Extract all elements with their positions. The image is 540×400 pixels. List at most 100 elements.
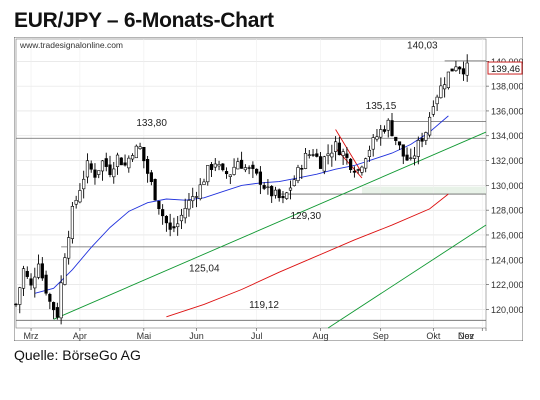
price-bar-body (405, 154, 409, 161)
price-bar-body (157, 200, 161, 210)
price-bar-body (206, 165, 210, 183)
price-bar-body (161, 209, 165, 217)
x-axis-tick-label: Mrz (24, 331, 39, 341)
price-bar-body (386, 119, 390, 131)
price-bar-body (14, 303, 18, 306)
price-bar-body (461, 68, 466, 75)
price-chart: 140,03 135,15 133,80 129,30 125,04 119,12 120… (14, 37, 523, 341)
price-bar-body (258, 171, 263, 185)
price-bar-body (168, 222, 172, 230)
price-bar-body (217, 164, 221, 167)
chart-title: EUR/JPY – 6-Monats-Chart (14, 9, 274, 32)
y-axis-tick-label: 128,000 (491, 206, 523, 216)
price-bar-body (251, 164, 255, 169)
trend-line (327, 224, 487, 329)
price-bar-body (134, 145, 138, 159)
price-bar-body (412, 155, 417, 159)
price-bar-body (213, 163, 217, 168)
price-bar-body (364, 158, 368, 169)
price-bar-body (97, 170, 101, 175)
price-bar-body (232, 166, 236, 175)
price-bar-body (303, 153, 308, 169)
price-bar-body (326, 153, 330, 156)
price-bar-body (51, 302, 56, 311)
price-bar-body (382, 129, 387, 132)
price-bar-body (224, 171, 229, 175)
price-bar-body (435, 96, 439, 105)
x-axis-tick-label: Nov (458, 331, 475, 341)
price-bar-body (25, 271, 29, 277)
price-bar-body (228, 174, 232, 177)
price-bar-body (281, 195, 285, 199)
price-bar-body (142, 146, 146, 162)
y-axis-tick-label: 122,000 (491, 280, 523, 290)
price-bar-body (307, 154, 311, 156)
y-axis: 120,000 122,000 124,000 126,000 128,000 130,0… (486, 57, 523, 315)
price-bar-body (164, 215, 169, 224)
price-bar-body (427, 116, 432, 136)
price-bar-body (191, 196, 195, 202)
price-bar-body (296, 167, 300, 181)
price-bar-body (78, 190, 82, 203)
horizontal-levels (16, 60, 486, 321)
x-axis-tick-label: Aug (313, 331, 329, 341)
price-bar-body (360, 166, 364, 173)
moving-averages (34, 115, 449, 318)
price-bar-body (379, 129, 383, 138)
price-bar-body (209, 164, 214, 170)
price-bar-body (333, 141, 338, 152)
price-bar-body (352, 170, 357, 173)
price-bar-body (349, 158, 353, 171)
x-axis-tick-label: Sep (373, 331, 389, 341)
y-axis-tick-label: 124,000 (491, 255, 523, 265)
price-bar-body (292, 179, 296, 187)
price-bar-body (270, 186, 274, 197)
price-bar-body (247, 167, 251, 169)
price-bar-body (40, 263, 44, 279)
x-axis-tick-label: Jun (189, 331, 204, 341)
y-axis-tick-label: 120,000 (491, 305, 523, 315)
level-labels: 140,03 135,15 133,80 129,30 125,04 119,12 (136, 41, 438, 311)
level-label: 133,80 (136, 118, 167, 129)
x-axis-tick-label: Apr (73, 331, 87, 341)
price-bar-body (176, 223, 180, 228)
price-bar-body (89, 163, 93, 170)
price-bar-body (138, 146, 142, 150)
price-bar-body (179, 214, 184, 222)
support-band (361, 186, 486, 195)
price-bar-body (315, 153, 319, 157)
price-bar-body (104, 158, 108, 167)
price-bar-body (123, 162, 127, 166)
trend-lines (53, 129, 487, 329)
x-axis-tick-label: Dez (458, 331, 475, 341)
price-bar-body (149, 172, 153, 182)
price-bar-body (130, 155, 135, 160)
price-bar-body (183, 208, 187, 219)
price-bar-body (409, 157, 413, 159)
price-bar-body (394, 136, 398, 141)
price-bar-body (356, 169, 360, 171)
price-bar-body (82, 178, 86, 190)
y-axis-tick-label: 136,000 (491, 106, 523, 116)
price-bar-body (446, 71, 451, 88)
price-bar-body (375, 136, 379, 140)
price-bar-body (420, 138, 424, 142)
price-bar-body (119, 157, 123, 166)
price-bar-body (33, 276, 37, 289)
price-bar-body (146, 159, 150, 174)
price-bar-body (367, 149, 372, 158)
level-label: 140,03 (407, 41, 438, 52)
price-bar-body (255, 168, 259, 174)
price-bar-body (311, 154, 315, 156)
price-bar-body (424, 132, 428, 141)
price-bar-body (63, 257, 67, 285)
watermark: www.tradesignalonline.com (19, 40, 123, 50)
price-bar-body (330, 152, 334, 158)
plot-area (15, 38, 487, 329)
price-bar-body (273, 189, 278, 196)
price-bar-body (67, 237, 71, 259)
grid-lines (16, 39, 486, 328)
price-bar-body (240, 159, 244, 169)
price-bar-body (458, 66, 462, 70)
price-bar-body (29, 278, 33, 286)
